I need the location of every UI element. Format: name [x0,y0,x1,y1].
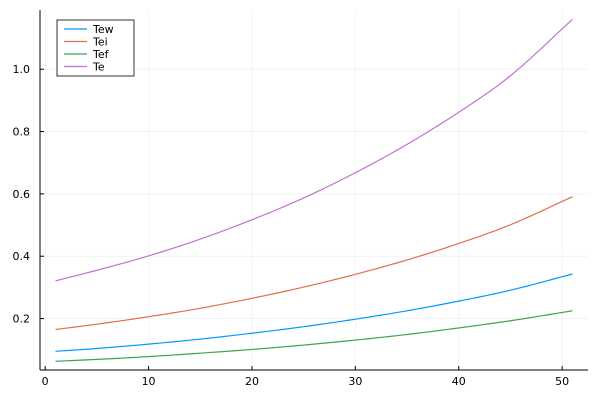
series-line-tef [55,310,573,362]
x-tick-label: 50 [555,375,569,388]
series-line-tew [55,273,573,352]
y-tick-label: 0.4 [13,250,31,263]
legend-label: Tei [92,36,108,49]
axes [39,10,588,371]
y-tick-label: 0.2 [13,313,31,326]
y-tick-label: 0.8 [13,126,31,139]
series-line-te [55,18,573,282]
legend-label: Te [92,61,105,74]
x-tick-label: 10 [142,375,156,388]
series-line-tei [55,196,573,331]
y-tick-label: 0.6 [13,188,31,201]
legend-label: Tew [92,23,114,36]
x-tick-label: 40 [452,375,466,388]
series-lines [55,18,573,362]
x-tick-label: 20 [245,375,259,388]
x-tick-label: 30 [348,375,362,388]
x-tick-label: 0 [42,375,49,388]
legend-label: Tef [92,48,110,61]
tick-labels: 0 10 20 30 40 50 0.2 0.4 0.6 0.8 1.0 [13,63,570,388]
y-tick-label: 1.0 [13,63,31,76]
